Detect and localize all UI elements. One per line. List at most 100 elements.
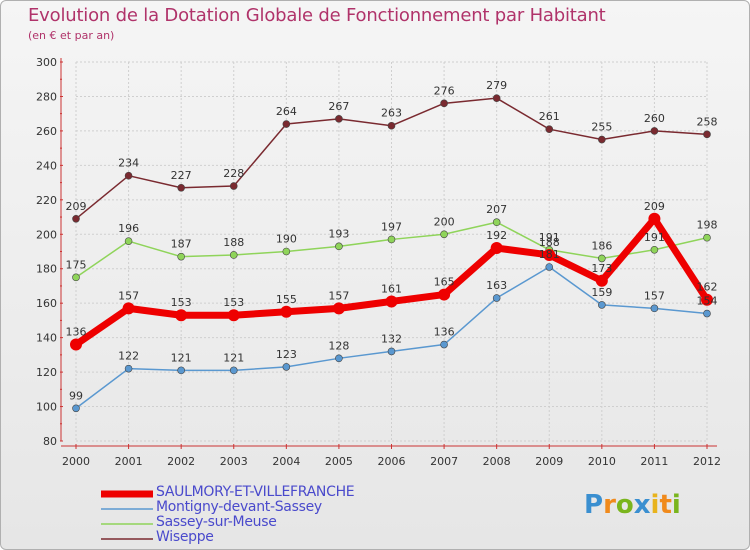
data-label: 165 — [434, 276, 455, 289]
data-point — [440, 99, 448, 108]
data-point — [545, 263, 554, 271]
data-label: 200 — [434, 215, 455, 228]
data-point — [387, 121, 396, 130]
data-label: 175 — [66, 258, 87, 271]
data-point — [124, 171, 133, 180]
data-point — [703, 130, 711, 139]
data-label: 157 — [328, 289, 349, 302]
data-label: 161 — [381, 282, 402, 295]
legend-label: Montigny-devant-Sassey — [156, 499, 322, 515]
data-point — [229, 366, 238, 375]
data-point — [177, 252, 185, 261]
x-tick-label: 2008 — [483, 455, 511, 468]
data-point — [72, 404, 80, 413]
data-point — [650, 127, 659, 135]
data-point — [492, 294, 501, 302]
data-label: 261 — [539, 110, 560, 123]
data-label: 228 — [223, 167, 244, 180]
data-label: 260 — [644, 112, 665, 125]
data-point — [72, 273, 80, 282]
data-label: 264 — [276, 105, 297, 118]
x-tick-label: 2011 — [640, 455, 668, 468]
data-label: 209 — [644, 200, 665, 213]
data-label: 192 — [486, 229, 507, 242]
data-point — [335, 115, 343, 123]
data-point — [282, 120, 291, 128]
data-label: 197 — [381, 220, 402, 233]
data-point — [440, 340, 448, 349]
y-tick-label: 80 — [43, 435, 57, 448]
data-label: 162 — [697, 281, 718, 294]
data-label: 159 — [591, 286, 612, 299]
data-point — [490, 242, 503, 255]
logo-letter: t — [659, 490, 672, 520]
data-label: 136 — [66, 326, 87, 339]
data-label: 267 — [328, 100, 349, 113]
data-point — [598, 135, 606, 144]
y-tick-label: 140 — [36, 332, 57, 345]
data-point — [387, 347, 396, 356]
data-label: 279 — [486, 79, 507, 92]
data-label: 132 — [381, 332, 402, 345]
data-point — [227, 309, 240, 322]
data-point — [122, 302, 135, 315]
data-point — [492, 218, 501, 227]
x-tick-label: 2010 — [588, 455, 616, 468]
y-tick-label: 200 — [36, 228, 57, 241]
y-tick-label: 280 — [36, 90, 57, 103]
data-point — [387, 235, 396, 244]
data-point — [703, 233, 711, 242]
y-tick-label: 100 — [36, 401, 57, 414]
data-label: 207 — [486, 203, 507, 216]
data-point — [385, 295, 398, 308]
data-label: 99 — [69, 389, 83, 402]
data-point — [335, 354, 343, 363]
data-label: 187 — [171, 238, 192, 251]
data-point — [701, 293, 713, 306]
data-label: 121 — [171, 351, 192, 364]
logo-letter: P — [584, 490, 604, 520]
proxiti-logo: Proxiti — [584, 490, 681, 520]
data-point — [177, 366, 185, 375]
data-label: 191 — [644, 231, 665, 244]
data-label: 153 — [171, 296, 192, 309]
legend-label: Sassey-sur-Meuse — [156, 514, 277, 530]
data-label: 173 — [591, 262, 612, 275]
data-label: 193 — [328, 227, 349, 240]
data-label: 191 — [539, 231, 560, 244]
data-point — [595, 274, 608, 287]
data-point — [648, 212, 661, 225]
y-tick-label: 120 — [36, 366, 57, 379]
data-point — [282, 363, 291, 371]
data-point — [440, 230, 448, 239]
data-label: 128 — [328, 339, 349, 352]
data-point — [545, 125, 554, 133]
data-label: 276 — [434, 84, 455, 97]
x-tick-label: 2004 — [272, 455, 300, 468]
label-layer: 209 234 227 228 264 267 263 276 279 261 255 260 258 1… — [66, 79, 718, 402]
data-point — [177, 183, 185, 192]
x-tick-label: 2001 — [115, 455, 143, 468]
y-tick-label: 160 — [36, 297, 57, 310]
data-label: 154 — [697, 295, 718, 308]
chart-title: Evolution de la Dotation Globale de Fonc… — [28, 5, 606, 26]
logo-letter: x — [633, 490, 651, 520]
x-tick-label: 2009 — [535, 455, 563, 468]
legend-layer — [101, 490, 153, 540]
data-label: 155 — [276, 293, 297, 306]
data-point — [282, 247, 291, 256]
data-point — [335, 242, 343, 251]
legend-label: SAULMORY-ET-VILLEFRANCHE — [156, 484, 355, 500]
data-point — [492, 94, 501, 102]
legend-label: Wiseppe — [156, 529, 214, 545]
data-label: 122 — [118, 350, 139, 363]
data-point — [703, 309, 711, 318]
data-point — [72, 214, 80, 223]
x-tick-label: 2000 — [62, 455, 90, 468]
data-label: 255 — [591, 121, 612, 134]
data-point — [332, 302, 345, 315]
axis-layer: 80 100 120 140 160 180 200 220 240 260 280 300 2000 2… — [36, 56, 721, 468]
series-layer — [70, 94, 713, 413]
